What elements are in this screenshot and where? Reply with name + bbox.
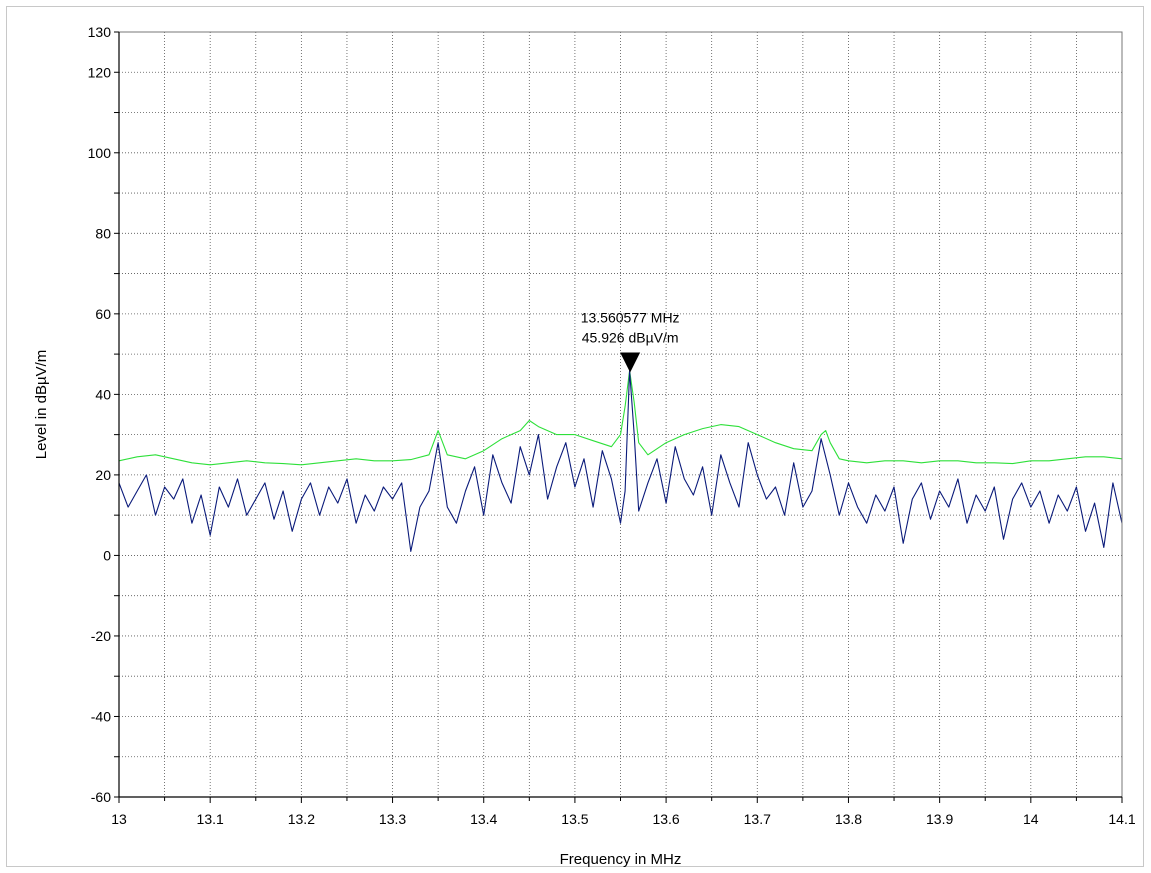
x-tick-label: 14 (1023, 811, 1039, 827)
marker-frequency-label: 13.560577 MHz (581, 310, 680, 326)
y-tick-label: 120 (88, 64, 112, 80)
x-tick-label: 13.9 (926, 811, 953, 827)
x-tick-label: 13.1 (197, 811, 224, 827)
x-tick-label: 13 (111, 811, 127, 827)
x-axis-title: Frequency in MHz (560, 851, 682, 868)
peak-marker: 13.560577 MHz 45.926 dBµV/m (581, 310, 680, 373)
y-tick-label: 40 (95, 386, 111, 402)
y-tick-label: -20 (91, 628, 111, 644)
y-tick-label: -40 (91, 708, 111, 724)
chart-frame: -60 -40 -20 0 20 40 60 80 100 120 130 13 13.1 13.2 13.… (6, 6, 1144, 868)
x-tick-label: 13.2 (288, 811, 315, 827)
y-tick-label: -60 (91, 789, 111, 805)
series-group (118, 370, 1123, 552)
axes (114, 31, 1123, 803)
x-tick-label: 13.5 (561, 811, 588, 827)
spectrum-chart: -60 -40 -20 0 20 40 60 80 100 120 130 13 13.1 13.2 13.… (33, 24, 1136, 868)
x-tick-label: 14.1 (1108, 811, 1135, 827)
tick-labels: -60 -40 -20 0 20 40 60 80 100 120 130 13 13.1 13.2 13.… (88, 24, 1136, 827)
x-tick-label: 13.8 (835, 811, 862, 827)
marker-triangle (620, 352, 641, 373)
series-line-1 (118, 370, 1123, 466)
y-tick-label: 100 (88, 145, 112, 161)
series-line-2 (118, 370, 1123, 552)
y-tick-label: 20 (95, 467, 111, 483)
grid (119, 32, 1122, 797)
x-tick-label: 13.7 (744, 811, 771, 827)
y-axis-title: Level in dBµV/m (33, 350, 50, 460)
x-tick-label: 13.6 (652, 811, 679, 827)
x-tick-label: 13.4 (470, 811, 497, 827)
y-tick-label: 60 (95, 306, 111, 322)
marker-level-label: 45.926 dBµV/m (582, 330, 679, 346)
y-tick-label: 0 (103, 547, 111, 563)
x-tick-label: 13.3 (379, 811, 406, 827)
y-tick-label: 130 (88, 24, 112, 40)
y-tick-label: 80 (95, 225, 111, 241)
